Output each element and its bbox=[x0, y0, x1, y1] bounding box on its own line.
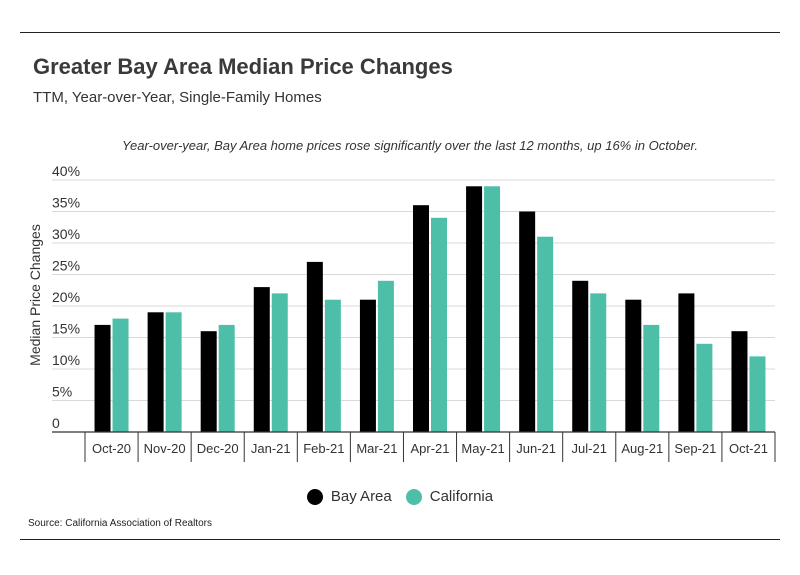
bar-bay-area-jul-21 bbox=[572, 280, 589, 432]
bar-california-oct-20 bbox=[112, 318, 129, 432]
x-tick-label: Dec-20 bbox=[197, 441, 239, 456]
bar-bay-area-nov-20 bbox=[147, 312, 164, 432]
bar-bay-area-jan-21 bbox=[253, 287, 270, 432]
bar-bay-area-jun-21 bbox=[519, 211, 536, 432]
y-tick-label: 35% bbox=[52, 195, 80, 211]
top-rule bbox=[20, 32, 780, 33]
bar-bay-area-oct-21 bbox=[731, 331, 748, 432]
bar-bay-area-may-21 bbox=[466, 186, 483, 432]
bar-california-feb-21 bbox=[324, 299, 341, 432]
bar-california-nov-20 bbox=[165, 312, 182, 432]
y-tick-label: 25% bbox=[52, 258, 80, 274]
y-tick-label: 30% bbox=[52, 226, 80, 242]
x-tick-label: Aug-21 bbox=[621, 441, 663, 456]
y-tick-label: 5% bbox=[52, 384, 72, 400]
bar-california-jul-21 bbox=[590, 293, 607, 432]
legend-label-california: California bbox=[429, 488, 494, 505]
bar-california-mar-21 bbox=[377, 280, 394, 432]
bar-california-jun-21 bbox=[537, 236, 554, 432]
x-tick-label: May-21 bbox=[461, 441, 504, 456]
bar-california-may-21 bbox=[484, 186, 501, 432]
legend-label-bay-area: Bay Area bbox=[330, 488, 392, 505]
y-tick-label: 10% bbox=[52, 352, 80, 368]
bar-bay-area-sep-21 bbox=[678, 293, 695, 432]
legend-swatch-bay-area bbox=[306, 488, 323, 505]
bar-california-dec-20 bbox=[218, 324, 235, 432]
x-tick-label: Oct-20 bbox=[92, 441, 131, 456]
bar-california-jan-21 bbox=[271, 293, 288, 432]
y-tick-labels: 0 5% 10% 15% 20% 25% 30% 35% 40% bbox=[52, 163, 80, 431]
x-tick-label: Jun-21 bbox=[516, 441, 556, 456]
bar-california-oct-21 bbox=[749, 356, 766, 432]
x-tick-label: Feb-21 bbox=[303, 441, 344, 456]
bar-bay-area-dec-20 bbox=[200, 331, 217, 432]
x-tick-label: Apr-21 bbox=[410, 441, 449, 456]
bottom-rule bbox=[20, 539, 780, 540]
x-tick-label: Mar-21 bbox=[356, 441, 397, 456]
legend-swatch-california bbox=[405, 488, 422, 505]
x-axis: Oct-20 Nov-20 Dec-20 Jan-21 Feb-21 Mar-21 Apr-… bbox=[52, 431, 776, 462]
x-tick-label: Jul-21 bbox=[572, 441, 607, 456]
bar-california-aug-21 bbox=[643, 324, 660, 432]
bar-california-sep-21 bbox=[696, 343, 713, 432]
x-tick-label: Jan-21 bbox=[251, 441, 291, 456]
y-tick-label: 20% bbox=[52, 289, 80, 305]
y-tick-label: 40% bbox=[52, 163, 80, 179]
bar-bay-area-oct-20 bbox=[94, 324, 111, 432]
bars bbox=[94, 186, 766, 432]
legend: Bay Area California bbox=[0, 488, 800, 505]
bar-bay-area-feb-21 bbox=[306, 261, 323, 432]
y-tick-label: 0 bbox=[52, 415, 60, 431]
y-axis-label: Median Price Changes bbox=[27, 224, 43, 366]
source-note: Source: California Association of Realto… bbox=[28, 518, 212, 529]
x-tick-label: Sep-21 bbox=[674, 441, 716, 456]
bar-bay-area-aug-21 bbox=[625, 299, 642, 432]
x-tick-label: Oct-21 bbox=[729, 441, 768, 456]
chart-annotation: Year-over-year, Bay Area home prices ros… bbox=[122, 138, 698, 153]
bar-bay-area-apr-21 bbox=[413, 205, 429, 432]
legend-item-bay-area: Bay Area bbox=[306, 488, 392, 505]
y-tick-label: 15% bbox=[52, 321, 80, 337]
bar-california-apr-21 bbox=[431, 217, 447, 432]
chart-title: Greater Bay Area Median Price Changes bbox=[33, 54, 453, 79]
bar-bay-area-mar-21 bbox=[359, 299, 376, 432]
chart-subtitle: TTM, Year-over-Year, Single-Family Homes bbox=[33, 89, 322, 106]
legend-item-california: California bbox=[405, 488, 494, 505]
x-tick-label: Nov-20 bbox=[144, 441, 186, 456]
